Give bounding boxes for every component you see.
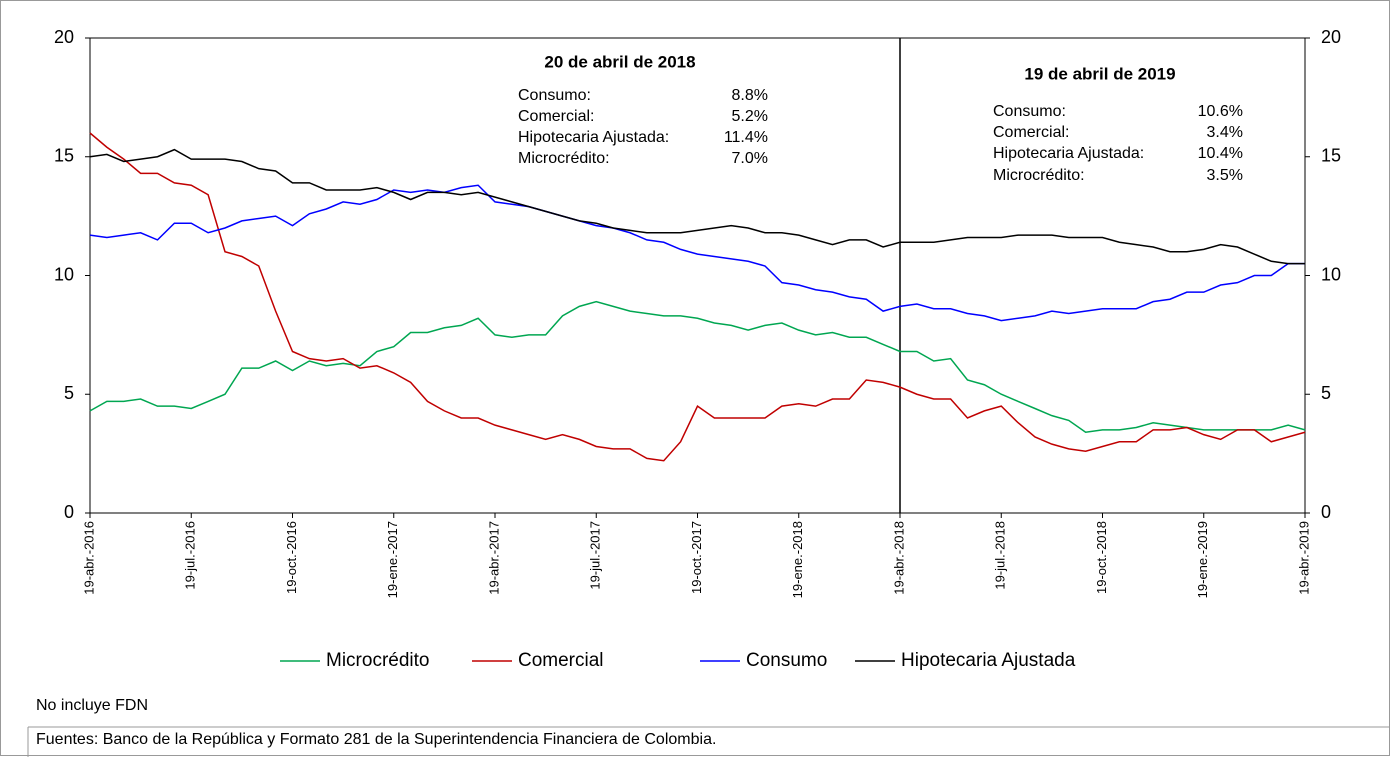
series-line (89, 148, 1305, 265)
annotation-value: 3.4% (1207, 124, 1243, 141)
x-tick-label: 19-jul.-2018 (993, 521, 1008, 590)
annotation-title: 20 de abril de 2018 (544, 52, 695, 71)
y2-tick-label: 0 (1321, 502, 1331, 522)
x-tick-label: 19-abr.-2017 (486, 521, 501, 595)
annotation-value: 5.2% (732, 108, 768, 125)
x-tick-label: 19-abr.-2019 (1296, 521, 1311, 595)
annotation-value: 11.4% (724, 129, 768, 146)
annotation-label: Consumo: (518, 87, 591, 104)
legend-label: Consumo (746, 650, 827, 671)
y-tick-label: 20 (54, 27, 74, 47)
x-tick-label: 19-jul.-2016 (183, 521, 198, 590)
annotation-title: 19 de abril de 2019 (1024, 64, 1175, 83)
annotation-label: Comercial: (518, 108, 594, 125)
x-tick-label: 19-oct.-2018 (1094, 521, 1109, 594)
annotation-label: Microcrédito: (518, 150, 610, 167)
x-tick-label: 19-abr.-2016 (81, 521, 96, 595)
series-line (89, 184, 1305, 322)
annotation-value: 3.5% (1207, 167, 1243, 184)
x-tick-label: 19-oct.-2016 (284, 521, 299, 594)
footnote: No incluye FDN (36, 697, 148, 714)
annotation-value: 7.0% (732, 150, 768, 167)
series-line (89, 132, 1306, 462)
x-tick-label: 19-ene.-2018 (790, 521, 805, 598)
y2-tick-label: 20 (1321, 27, 1341, 47)
legend-label: Hipotecaria Ajustada (901, 650, 1076, 671)
x-tick-label: 19-ene.-2017 (385, 521, 400, 598)
x-tick-label: 19-oct.-2017 (689, 521, 704, 594)
x-tick-label: 19-ene.-2019 (1195, 521, 1210, 598)
legend-label: Comercial (518, 650, 604, 671)
annotation-label: Hipotecaria Ajustada: (518, 129, 669, 146)
annotation-value: 10.4% (1198, 145, 1243, 162)
series-line (89, 300, 1306, 434)
annotation-value: 10.6% (1198, 103, 1243, 120)
x-tick-label: 19-jul.-2017 (588, 521, 603, 590)
annotation-value: 8.8% (732, 87, 768, 104)
y-tick-label: 10 (54, 264, 74, 284)
footnote: Fuentes: Banco de la República y Formato… (36, 731, 716, 748)
y-tick-label: 0 (64, 502, 74, 522)
y2-tick-label: 10 (1321, 264, 1341, 284)
y-tick-label: 5 (64, 383, 74, 403)
annotation-label: Consumo: (993, 103, 1066, 120)
annotation-label: Hipotecaria Ajustada: (993, 145, 1144, 162)
annotation-label: Microcrédito: (993, 167, 1085, 184)
y2-tick-label: 15 (1321, 146, 1341, 166)
y-tick-label: 15 (54, 146, 74, 166)
legend-label: Microcrédito (326, 650, 429, 671)
annotation-label: Comercial: (993, 124, 1069, 141)
x-tick-label: 19-abr.-2018 (891, 521, 906, 595)
y2-tick-label: 5 (1321, 383, 1331, 403)
